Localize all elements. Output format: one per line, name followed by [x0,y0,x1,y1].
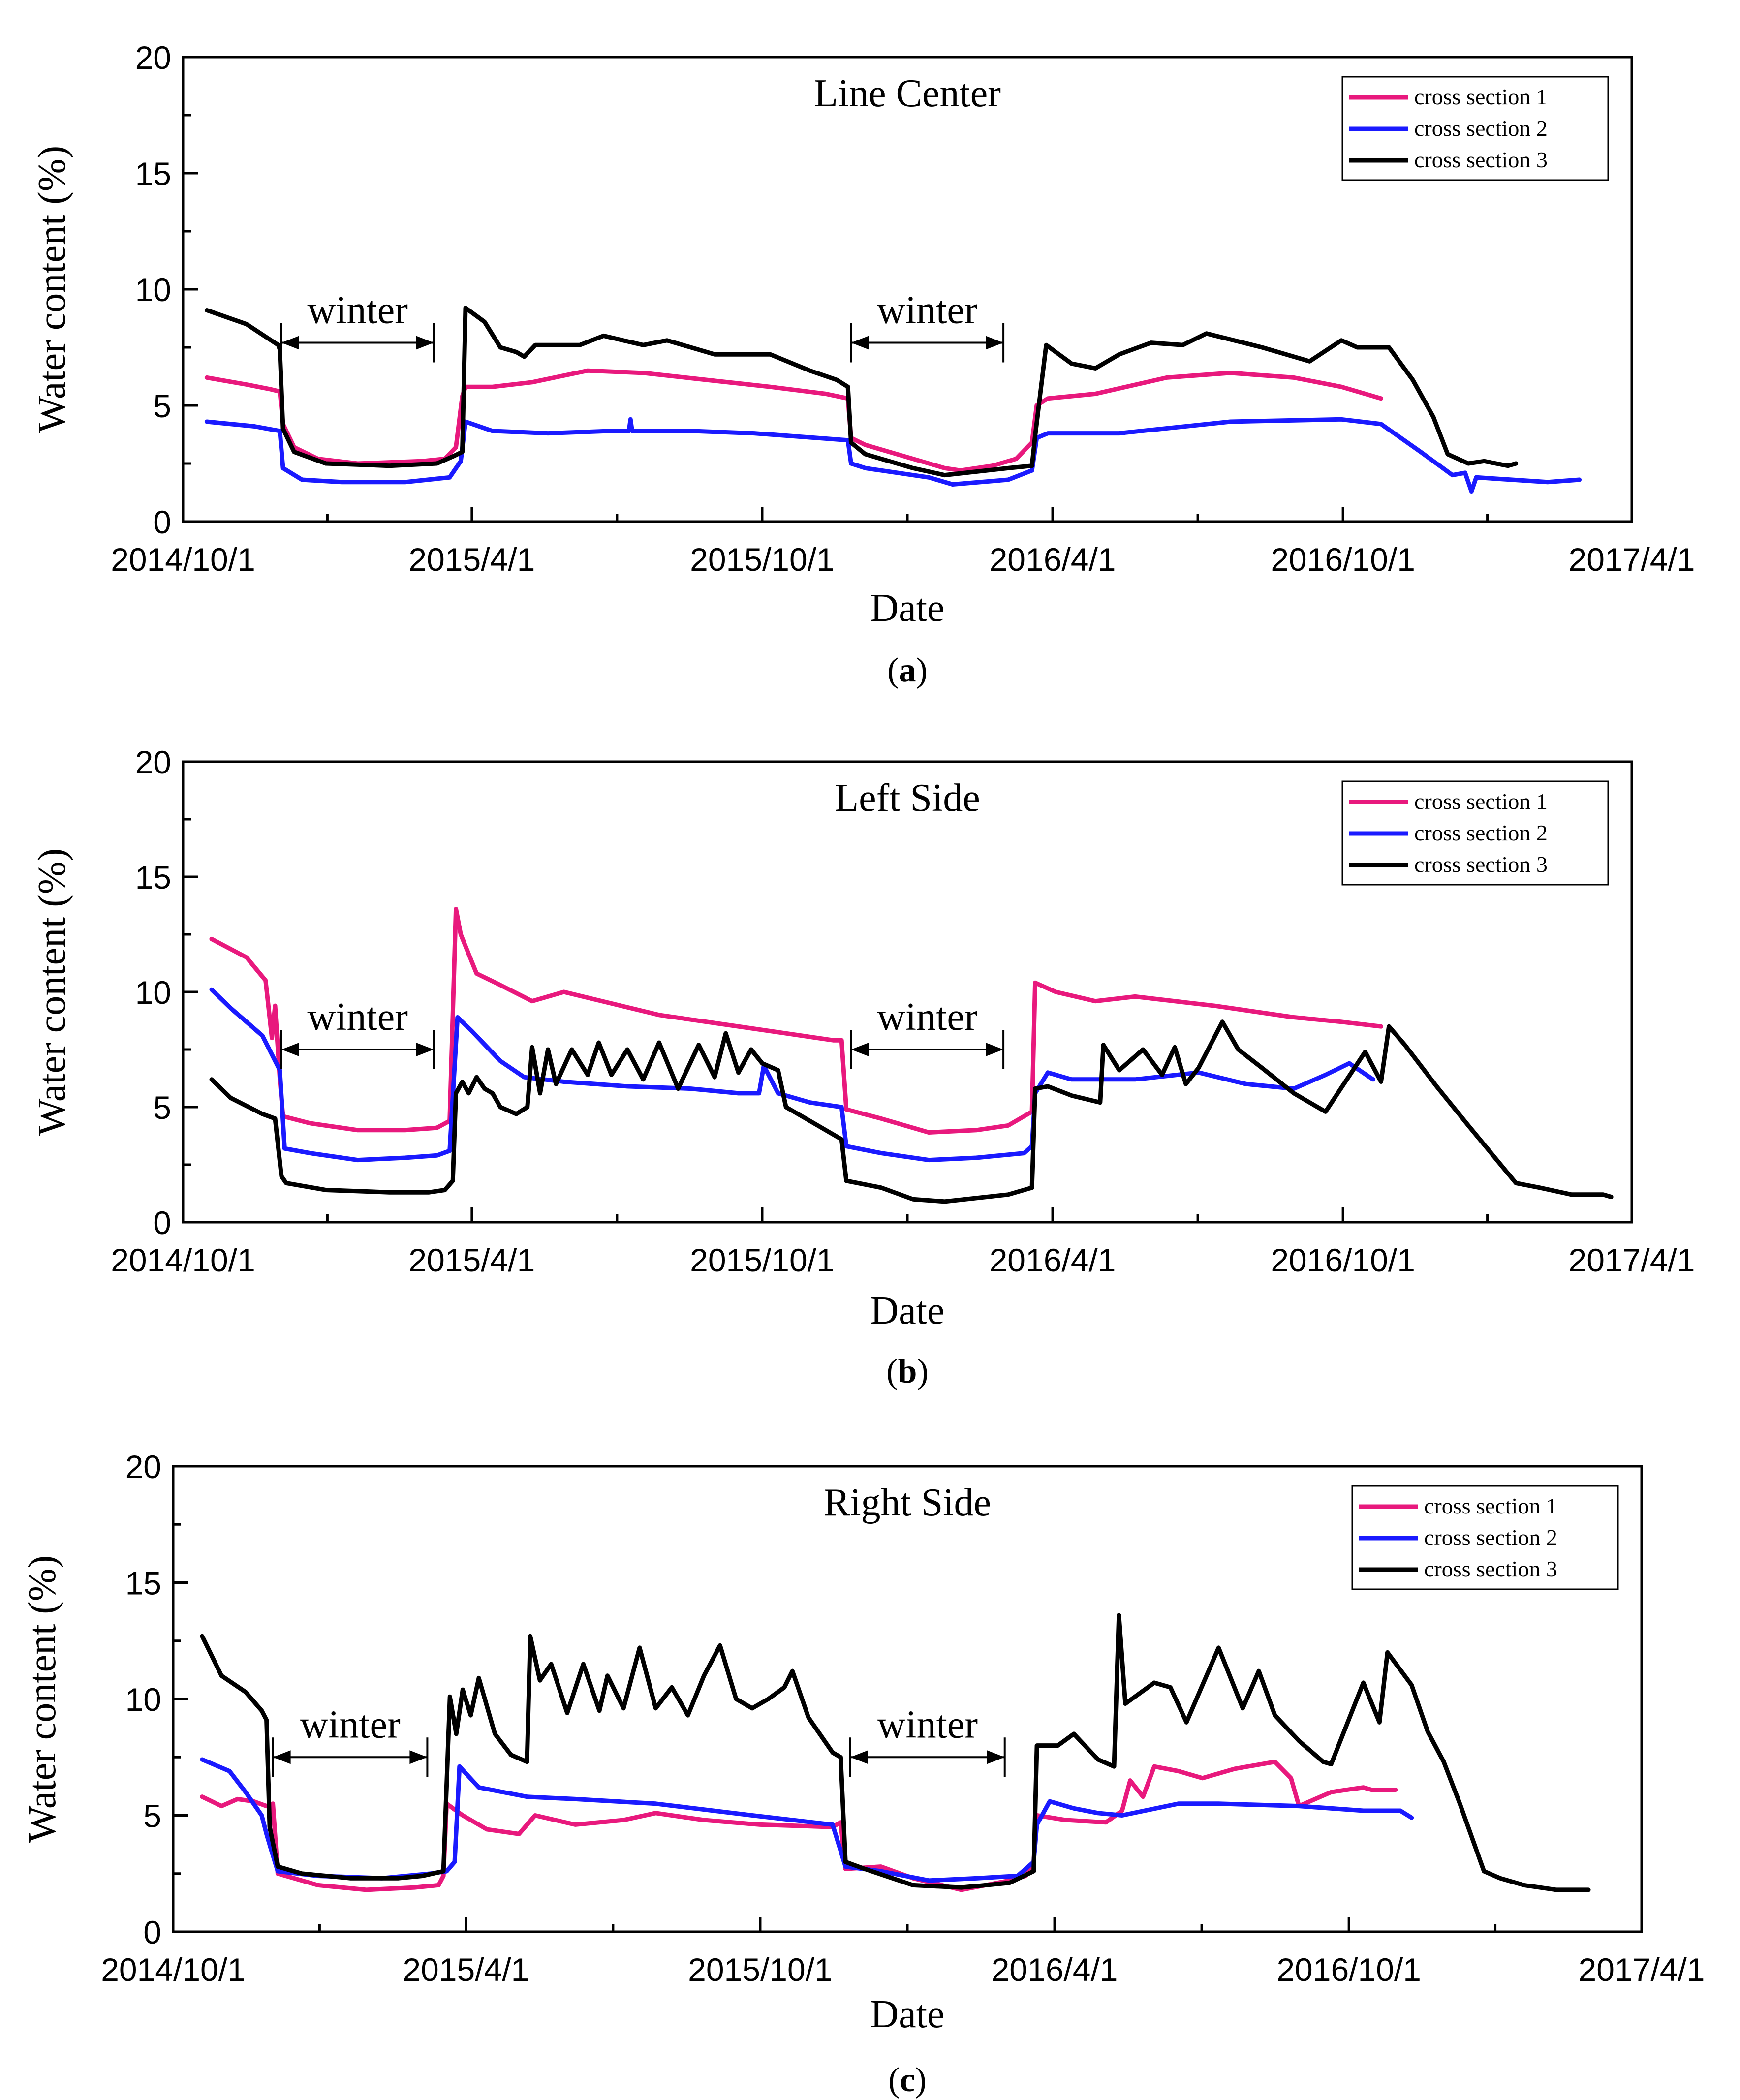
x-axis-label: Date [870,587,944,630]
x-tick-label: 2015/10/1 [690,1242,835,1278]
winter-arrowhead-left [850,1750,868,1764]
x-tick-label: 2015/4/1 [403,1951,529,1988]
legend: cross section 1 cross section 2 cross sect… [1341,780,1609,886]
x-tick-label: 2016/4/1 [990,1242,1116,1278]
y-tick-label: 5 [143,1798,161,1834]
chart-title: Line Center [814,72,1001,115]
legend-label-1: cross section 1 [1424,1493,1557,1518]
winter-arrowhead-right [987,1750,1005,1764]
y-tick-label: 10 [125,1681,161,1718]
x-axis-label: Date [870,1993,944,2036]
series-line-3 [200,1613,1591,1892]
series-line-2 [204,417,1582,494]
y-tick-label: 15 [125,1565,161,1602]
y-tick-label: 0 [153,1204,171,1241]
x-tick-label: 2016/4/1 [990,541,1116,578]
series-line-1 [204,368,1383,473]
y-tick-label: 10 [135,974,171,1011]
series-line-2 [200,1757,1414,1883]
panel-right-side: 0 5 10 15 20 2014/10/1 2015/4/1 2015/10/1 2016/4… [21,1449,1705,2099]
x-tick-label: 2017/4/1 [1569,541,1695,578]
y-tick-label: 20 [125,1449,161,1485]
winter-label: winter [300,1703,400,1746]
series-group [209,907,1614,1204]
legend: cross section 1 cross section 2 cross sect… [1341,76,1609,181]
winter-label: winter [877,995,977,1039]
panel-left-side: 0 5 10 15 20 2014/10/1 2015/4/1 2015/10/1 2016/4… [31,744,1695,1390]
y-tick-label: 15 [135,155,171,192]
chart-title: Left Side [835,776,980,820]
y-tick-label: 15 [135,859,171,896]
winter-arrowhead-right [416,336,434,350]
series-line-3 [209,1019,1614,1204]
winter-arrowhead-left [273,1750,291,1764]
x-tick-label: 2015/10/1 [688,1951,833,1988]
x-tick-label: 2015/10/1 [690,541,835,578]
winter-label: winter [308,289,408,332]
y-tick-label: 20 [135,39,171,76]
x-tick-label: 2016/10/1 [1276,1951,1421,1988]
legend-box [1341,76,1609,181]
panel-caption: (b) [886,1353,929,1390]
x-tick-label: 2016/4/1 [992,1951,1118,1988]
y-axis-label: Water content (%) [21,1555,64,1843]
x-tick-label: 2017/4/1 [1579,1951,1705,1988]
y-tick-label: 20 [135,744,171,780]
legend-label-2: cross section 2 [1414,116,1548,141]
legend-label-1: cross section 1 [1414,789,1548,814]
series-group [200,1613,1591,1892]
x-axis-label: Date [870,1289,944,1332]
series-line-1 [209,907,1383,1135]
panel-caption-letter: c [900,2061,915,2099]
y-axis-label: Water content (%) [31,146,74,433]
winter-label: winter [877,289,977,332]
winter-arrowhead-right [416,1043,434,1056]
y-tick-label: 0 [143,1914,161,1950]
x-tick-label: 2014/10/1 [101,1951,246,1988]
panel-caption-letter: a [899,651,916,689]
y-tick-label: 5 [153,1089,171,1126]
x-tick-label: 2015/4/1 [408,541,535,578]
panel-caption-letter: b [898,1353,917,1390]
legend-label-3: cross section 3 [1424,1556,1557,1581]
legend-label-2: cross section 2 [1424,1525,1557,1550]
chart-title: Right Side [824,1481,991,1524]
panel-caption: (c) [888,2061,927,2099]
legend-label-2: cross section 2 [1414,820,1548,845]
legend-label-3: cross section 3 [1414,852,1548,877]
series-line-3 [204,306,1519,478]
legend-label-1: cross section 1 [1414,84,1548,109]
y-axis-label: Water content (%) [31,848,74,1136]
winter-arrowhead-left [281,336,299,350]
panel-caption: (a) [887,651,928,689]
winter-arrowhead-left [851,336,869,350]
winter-label: winter [877,1703,978,1746]
x-tick-label: 2015/4/1 [408,1242,535,1278]
winter-arrowhead-right [409,1750,428,1764]
legend: cross section 1 cross section 2 cross sect… [1351,1485,1619,1590]
winter-arrowhead-left [281,1043,299,1056]
x-tick-label: 2017/4/1 [1569,1242,1695,1278]
x-tick-label: 2016/10/1 [1271,541,1415,578]
series-line-1 [200,1760,1398,1892]
winter-arrowhead-right [986,336,1004,350]
winter-label: winter [308,995,408,1039]
y-tick-label: 5 [153,388,171,424]
legend-label-3: cross section 3 [1414,147,1548,172]
series-group [204,306,1582,494]
y-tick-label: 0 [153,504,171,540]
panel-line-center: 0 5 10 15 20 2014/10/1 2015/4/1 2015/10/1 2016/4… [31,39,1695,689]
y-tick-label: 10 [135,272,171,308]
winter-arrowhead-left [851,1043,869,1056]
winter-arrowhead-right [986,1043,1004,1056]
x-tick-label: 2014/10/1 [111,541,255,578]
x-tick-label: 2016/10/1 [1271,1242,1415,1278]
x-tick-label: 2014/10/1 [111,1242,255,1278]
